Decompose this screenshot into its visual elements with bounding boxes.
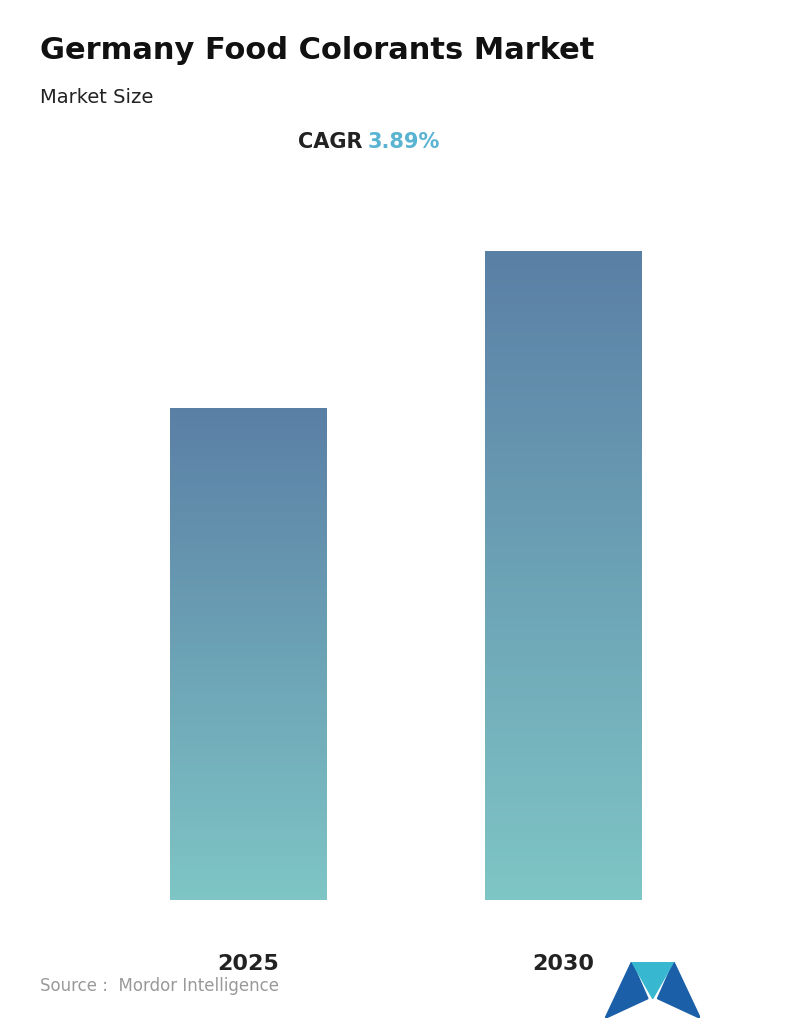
Polygon shape [632, 962, 673, 999]
Text: Germany Food Colorants Market: Germany Food Colorants Market [40, 36, 594, 65]
Text: Source :  Mordor Intelligence: Source : Mordor Intelligence [40, 977, 279, 995]
Text: 2030: 2030 [533, 954, 595, 974]
Text: CAGR: CAGR [298, 132, 362, 152]
Polygon shape [605, 962, 648, 1018]
Text: 2025: 2025 [217, 954, 279, 974]
Text: 3.89%: 3.89% [368, 132, 440, 152]
Polygon shape [657, 962, 700, 1018]
Text: Market Size: Market Size [40, 88, 153, 107]
